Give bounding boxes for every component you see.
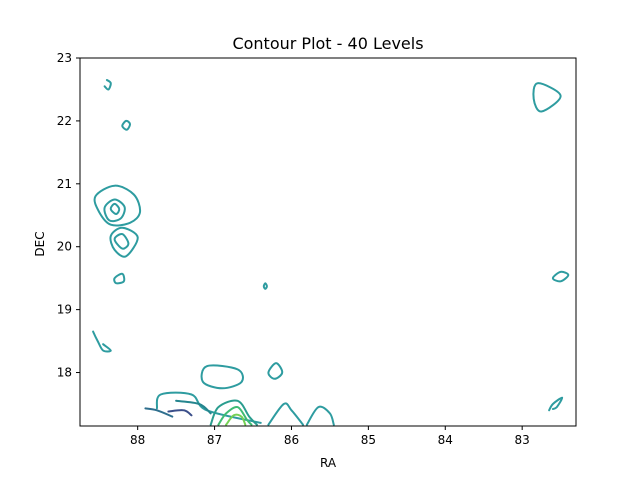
contour-line (92, 330, 112, 353)
contour-line (109, 202, 121, 215)
contour-line (93, 184, 142, 227)
contour-line (551, 270, 570, 283)
y-tick-label: 19 (57, 303, 72, 317)
contour-line (175, 399, 212, 415)
x-tick-label: 84 (438, 433, 453, 447)
y-tick-label: 21 (57, 177, 72, 191)
axes: 88 87 86 85 84 83 18 19 20 21 22 23 (57, 51, 577, 447)
y-tick-label: 22 (57, 114, 72, 128)
chart-title: Contour Plot - 40 Levels (232, 34, 423, 53)
x-tick-label: 85 (361, 433, 376, 447)
contour-line (121, 119, 131, 131)
y-axis-label: DEC (33, 231, 47, 256)
x-axis-label: RA (320, 456, 337, 470)
plot-frame (79, 57, 577, 427)
contour-line (262, 282, 268, 290)
contour-line (217, 405, 253, 426)
plot-area (92, 79, 570, 426)
contour-line (209, 399, 258, 426)
contour-line (113, 233, 130, 250)
contour-line (267, 402, 304, 426)
contour-line (103, 79, 112, 91)
contour-line (144, 407, 174, 418)
y-tick-label: 20 (57, 240, 72, 254)
contour-line (167, 409, 193, 417)
contour-line (109, 226, 139, 258)
contour-line (548, 396, 564, 412)
contour-line (305, 405, 335, 426)
y-tick-label: 18 (57, 366, 72, 380)
contour-line (113, 272, 126, 285)
x-tick-label: 86 (284, 433, 299, 447)
contour-line (225, 413, 247, 426)
x-tick-label: 83 (515, 433, 530, 447)
contour-line (155, 391, 262, 424)
x-tick-label: 87 (207, 433, 222, 447)
y-tick-label: 23 (57, 51, 72, 65)
contour-line (200, 364, 244, 390)
x-tick-label: 88 (130, 433, 145, 447)
contour-line (532, 82, 562, 113)
contour-line (103, 198, 126, 223)
contour-line (267, 362, 284, 380)
